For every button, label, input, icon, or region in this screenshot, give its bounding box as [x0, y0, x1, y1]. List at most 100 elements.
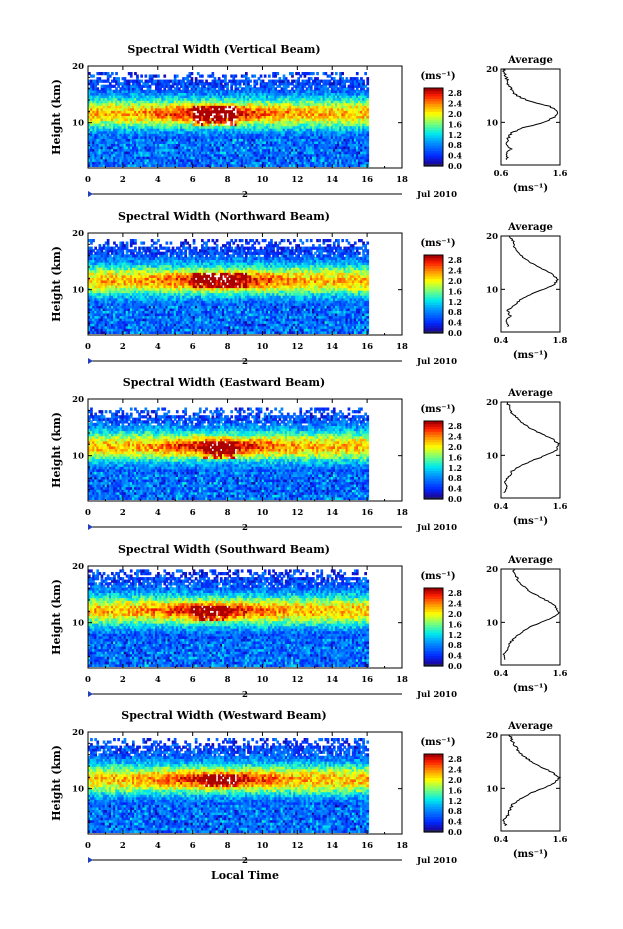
heatmap-cell	[343, 107, 347, 111]
heatmap-cell	[259, 94, 263, 99]
heatmap-cell	[102, 100, 106, 104]
heatmap-cell	[138, 94, 141, 99]
heatmap-cell	[163, 130, 167, 134]
heatmap-cell	[169, 125, 173, 129]
heatmap-cell	[171, 143, 175, 147]
heatmap-cell	[113, 163, 116, 167]
heatmap-cell	[307, 148, 311, 152]
heatmap-cell	[301, 105, 305, 109]
heatmap-cell	[167, 135, 171, 139]
heatmap-cell	[180, 97, 183, 101]
heatmap-cell	[316, 125, 319, 129]
heatmap-cell	[203, 148, 206, 152]
heatmap-cell	[196, 87, 200, 91]
heatmap-cell	[205, 135, 208, 139]
heatmap-cell	[123, 77, 127, 81]
heatmap-cell	[240, 145, 244, 150]
heatmap-cell	[123, 161, 127, 165]
heatmap-cell	[341, 72, 344, 76]
heatmap-cell	[341, 97, 344, 101]
heatmap-cell	[102, 151, 106, 155]
heatmap-cell	[232, 79, 236, 83]
heatmap-cell	[335, 120, 338, 124]
heatmap-cell	[312, 140, 315, 144]
heatmap-cell	[129, 161, 133, 165]
heatmap-cell	[318, 130, 321, 134]
heatmap-cell	[155, 89, 158, 93]
heatmap-cell	[314, 92, 317, 96]
heatmap-cell	[203, 151, 206, 155]
heatmap-cell	[232, 97, 236, 101]
heatmap-cell	[119, 140, 123, 144]
heatmap-cell	[236, 89, 240, 93]
heatmap-cell	[182, 115, 185, 119]
heatmap-cell	[341, 123, 344, 127]
heatmap-cell	[345, 153, 349, 157]
heatmap-cell	[215, 145, 219, 150]
heatmap-cell	[257, 97, 261, 101]
heatmap-cell	[337, 145, 340, 150]
heatmap-cell	[148, 110, 152, 114]
heatmap-cell	[113, 94, 116, 99]
heatmap-cell	[171, 82, 175, 86]
heatmap-cell	[132, 102, 135, 106]
heatmap-cell	[236, 135, 240, 139]
heatmap-cell	[111, 97, 114, 101]
heatmap-cell	[284, 156, 288, 160]
heatmap-cell	[299, 92, 303, 96]
heatmap-cell	[100, 130, 104, 134]
heatmap-cell	[186, 105, 190, 109]
heatmap-cell	[117, 135, 120, 139]
heatmap-cell	[96, 133, 100, 137]
heatmap-cell	[207, 151, 210, 155]
heatmap-cell	[351, 94, 355, 99]
heatmap-cell	[236, 128, 240, 132]
heatmap-cell	[94, 92, 97, 96]
heatmap-cell	[247, 115, 250, 119]
heatmap-cell	[129, 107, 133, 111]
heatmap-cell	[100, 89, 104, 93]
heatmap-cell	[226, 143, 229, 147]
heatmap-cell	[119, 110, 123, 114]
heatmap-cell	[217, 153, 221, 157]
heatmap-cell	[169, 140, 173, 144]
heatmap-cell	[249, 125, 252, 129]
heatmap-cell	[169, 158, 173, 162]
heatmap-cell	[106, 105, 110, 109]
heatmap-cell	[184, 97, 187, 101]
heatmap-cell	[249, 138, 252, 142]
heatmap-cell	[349, 148, 353, 152]
heatmap-cell	[207, 102, 210, 106]
heatmap-cell	[165, 102, 169, 106]
heatmap-cell	[261, 120, 265, 124]
heatmap-cell	[98, 163, 102, 167]
heatmap-cell	[297, 125, 300, 129]
heatmap-cell	[144, 105, 148, 109]
heatmap-cell	[245, 151, 248, 155]
heatmap-cell	[136, 100, 139, 104]
heatmap-cell	[115, 158, 118, 162]
heatmap-cell	[278, 125, 282, 129]
heatmap-cell	[284, 89, 288, 93]
heatmap-cell	[295, 153, 298, 157]
heatmap-cell	[263, 151, 267, 155]
heatmap-cell	[224, 151, 227, 155]
heatmap-cell	[286, 89, 290, 93]
heatmap-cell	[341, 143, 344, 147]
heatmap-cell	[196, 97, 200, 101]
heatmap-cell	[242, 128, 246, 132]
heatmap-cell	[213, 89, 217, 93]
heatmap-cell	[362, 135, 365, 139]
heatmap-cell	[219, 151, 223, 155]
average-y-tick-label: 20	[486, 65, 498, 75]
heatmap-cell	[249, 107, 252, 111]
heatmap-cell	[98, 123, 102, 127]
heatmap-cell	[284, 97, 288, 101]
heatmap-cell	[360, 92, 363, 96]
heatmap-cell	[125, 89, 129, 93]
heatmap-cell	[215, 92, 219, 96]
heatmap-cell	[173, 87, 177, 91]
heatmap-cell	[240, 120, 244, 124]
heatmap-cell	[339, 89, 342, 93]
heatmap-cell	[341, 117, 344, 122]
